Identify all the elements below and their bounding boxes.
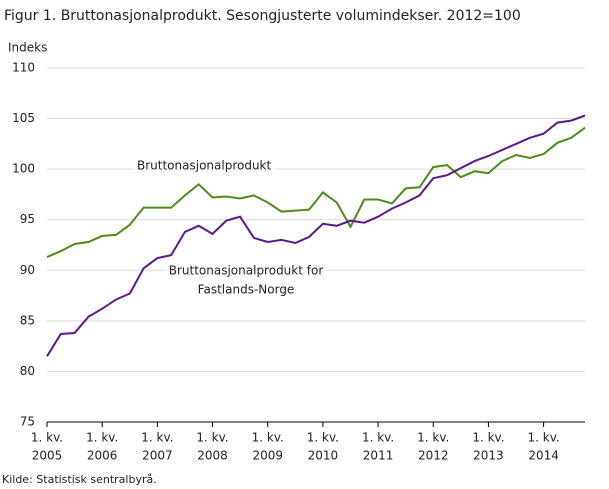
y-tick-label: 110: [12, 61, 35, 75]
x-tick-label: 2009: [252, 449, 283, 463]
x-tick-label: 2012: [418, 449, 449, 463]
x-tick-label: 2010: [308, 449, 339, 463]
x-tick-label: 1. kv.: [362, 431, 394, 445]
x-tick-label: 1. kv.: [196, 431, 228, 445]
chart-title: Figur 1. Bruttonasjonalprodukt. Sesongju…: [4, 8, 521, 24]
x-tick-label: 2008: [197, 449, 228, 463]
x-tick-label: 1. kv.: [307, 431, 339, 445]
y-tick-label: 95: [20, 212, 35, 226]
y-axis-label: Indeks: [8, 41, 47, 55]
x-tick-label: 1. kv.: [31, 431, 63, 445]
y-tick-label: 90: [20, 263, 35, 277]
x-tick-label: 1. kv.: [86, 431, 118, 445]
x-tick-label: 2013: [473, 449, 504, 463]
series-label: Fastlands-Norge: [198, 283, 295, 297]
x-tick-label: 2014: [528, 449, 559, 463]
series-line: [46, 126, 586, 259]
y-tick-label: 105: [12, 111, 35, 125]
x-tick-label: 2006: [87, 449, 118, 463]
y-tick-label: 80: [20, 364, 35, 378]
y-tick-label: 85: [20, 313, 35, 327]
y-tick-label: 75: [20, 415, 35, 429]
x-tick-label: 2007: [142, 449, 173, 463]
x-tick-label: 1. kv.: [252, 431, 284, 445]
x-tick-label: 1. kv.: [528, 431, 560, 445]
x-tick-label: 1. kv.: [472, 431, 504, 445]
source: Kilde: Statistisk sentralbyrå.: [2, 473, 157, 486]
series-label: Bruttonasjonalprodukt for: [169, 264, 324, 278]
y-tick-label: 100: [12, 162, 35, 176]
series-label-bg: [194, 281, 298, 298]
series-label-bg: [165, 262, 327, 279]
x-tick-label: 1. kv.: [141, 431, 173, 445]
x-tick-label: 2005: [32, 449, 63, 463]
x-tick-label: 2011: [363, 449, 394, 463]
series-label-bg: [134, 157, 275, 174]
x-tick-label: 1. kv.: [417, 431, 449, 445]
series-line: [46, 114, 586, 357]
series-label: Bruttonasjonalprodukt: [137, 159, 272, 173]
